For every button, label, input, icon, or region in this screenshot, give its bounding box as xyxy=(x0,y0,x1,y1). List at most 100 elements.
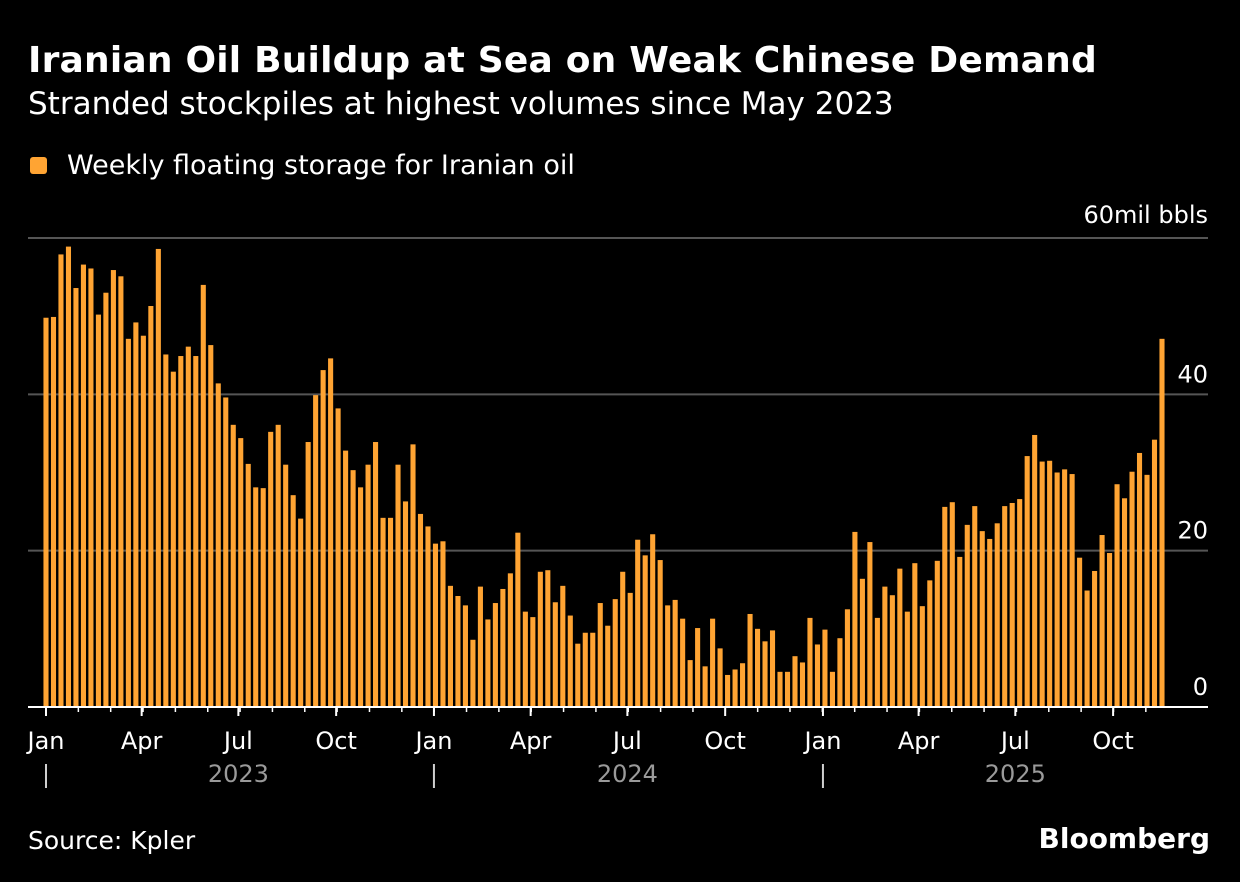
bar xyxy=(148,306,154,707)
bar xyxy=(837,638,843,707)
bar xyxy=(358,487,364,707)
bar xyxy=(507,573,513,707)
bar xyxy=(462,605,468,707)
bar xyxy=(1092,570,1098,707)
bar xyxy=(964,524,970,707)
bar xyxy=(567,615,573,707)
x-tick-label: Jan xyxy=(802,727,841,755)
bar xyxy=(769,630,776,707)
bar xyxy=(627,592,633,707)
bar xyxy=(1151,439,1158,707)
bar xyxy=(822,629,828,707)
bar xyxy=(687,660,693,707)
bar xyxy=(320,370,326,707)
bar xyxy=(1107,553,1113,707)
bar xyxy=(238,438,244,707)
bar xyxy=(350,470,356,707)
bar xyxy=(575,643,581,707)
bar xyxy=(425,526,431,707)
bar xyxy=(1024,456,1030,707)
bar xyxy=(80,264,86,707)
bar xyxy=(912,563,918,707)
bar xyxy=(133,322,139,707)
bar xyxy=(1009,502,1015,707)
bar xyxy=(200,284,206,707)
y-tick-label-0: 0 xyxy=(1193,673,1208,701)
bar xyxy=(755,628,761,707)
bar xyxy=(867,542,873,707)
bar xyxy=(500,588,506,707)
y-tick-label-20: 20 xyxy=(1177,517,1208,545)
bar xyxy=(395,464,401,707)
x-tick-label: Oct xyxy=(1092,727,1134,755)
bar xyxy=(904,611,910,707)
bar xyxy=(1114,484,1120,707)
x-tick-label: Jul xyxy=(222,727,253,755)
bar xyxy=(732,669,738,707)
bar xyxy=(740,663,746,707)
bar xyxy=(373,442,379,707)
bar xyxy=(103,292,109,707)
bar xyxy=(934,560,940,707)
bar xyxy=(1084,590,1090,707)
legend-label: Weekly floating storage for Iranian oil xyxy=(67,150,575,181)
source-note: Source: Kpler xyxy=(28,826,196,855)
bar xyxy=(672,599,678,707)
bar xyxy=(193,356,199,707)
bar xyxy=(792,656,798,707)
bar xyxy=(972,506,978,707)
bar xyxy=(1032,434,1038,707)
bar xyxy=(477,586,483,707)
bar xyxy=(447,585,453,707)
bar xyxy=(328,358,334,707)
bar xyxy=(829,671,835,707)
bar xyxy=(417,513,424,707)
bar xyxy=(470,639,476,707)
bar xyxy=(807,617,813,707)
bar xyxy=(635,539,641,707)
bar xyxy=(290,495,296,707)
bar xyxy=(919,606,925,707)
bar xyxy=(522,611,528,707)
legend: Weekly floating storage for Iranian oil xyxy=(30,150,575,181)
bar xyxy=(110,270,116,707)
bar xyxy=(927,580,933,707)
year-label: 2025 xyxy=(985,760,1046,788)
legend-swatch xyxy=(30,157,47,174)
bar xyxy=(1069,474,1075,707)
bar xyxy=(178,356,184,707)
bar xyxy=(882,586,888,707)
bar xyxy=(612,599,618,707)
bar xyxy=(515,532,521,707)
x-tick-label: Jul xyxy=(611,727,642,755)
bar xyxy=(380,517,386,707)
bar xyxy=(762,641,768,707)
bar xyxy=(223,397,229,707)
bar xyxy=(1129,471,1135,707)
bar xyxy=(485,619,491,707)
bar xyxy=(702,666,708,707)
bar xyxy=(777,671,783,707)
bar xyxy=(50,316,57,707)
bar xyxy=(747,613,753,707)
bar xyxy=(560,585,566,707)
bar xyxy=(994,523,1000,707)
year-label: 2024 xyxy=(597,760,658,788)
bar xyxy=(710,618,716,707)
bar xyxy=(642,555,648,707)
bar xyxy=(1017,499,1023,707)
bar xyxy=(43,317,49,707)
x-tick-label: Jul xyxy=(999,727,1030,755)
bar xyxy=(1077,557,1083,707)
bar xyxy=(650,534,656,707)
bar xyxy=(695,628,701,707)
bar xyxy=(1062,469,1068,707)
x-tick-label: Oct xyxy=(704,727,746,755)
x-tick-label: Apr xyxy=(510,727,552,755)
bar xyxy=(492,603,498,707)
bar xyxy=(874,617,880,707)
x-tick-label: Apr xyxy=(121,727,163,755)
bar xyxy=(118,276,124,707)
chart-title: Iranian Oil Buildup at Sea on Weak Chine… xyxy=(28,40,1097,81)
bar xyxy=(88,268,94,707)
